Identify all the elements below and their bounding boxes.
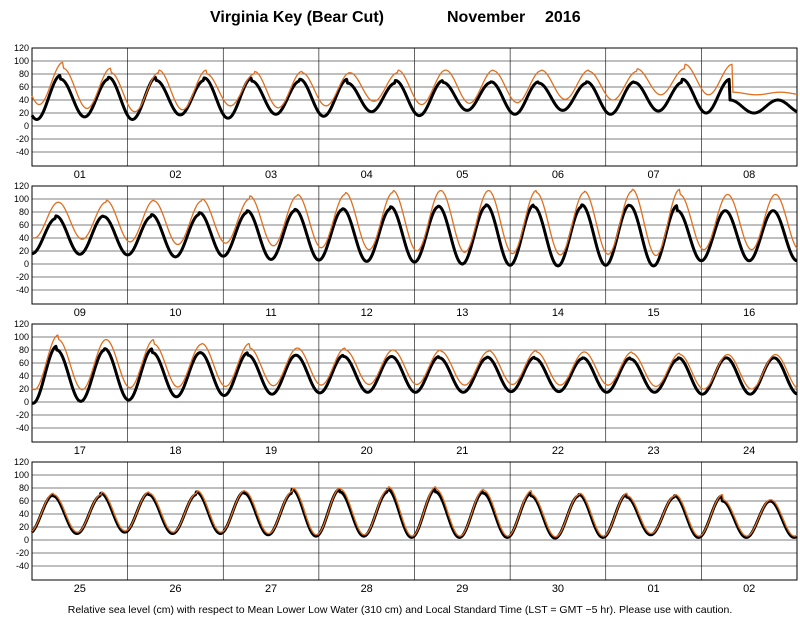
y-tick-label: 20 (19, 108, 29, 118)
day-label: 07 (647, 169, 659, 181)
day-label: 13 (456, 307, 468, 319)
chart-caption: Relative sea level (cm) with respect to … (68, 604, 733, 616)
y-tick-label: 40 (19, 95, 29, 105)
day-label: 11 (265, 307, 276, 319)
y-tick-label: -20 (16, 272, 29, 282)
day-label: 28 (361, 583, 373, 595)
day-label: 12 (361, 307, 373, 319)
y-tick-label: 20 (19, 522, 29, 532)
day-label: 03 (265, 169, 277, 181)
y-tick-label: 120 (14, 43, 29, 53)
day-label: 21 (456, 445, 468, 457)
observed-line-panel-3 (31, 334, 798, 391)
day-label: 14 (552, 307, 564, 319)
y-tick-label: 0 (24, 535, 29, 545)
day-label: 27 (265, 583, 277, 595)
day-label: 02 (743, 583, 755, 595)
y-tick-label: 80 (19, 69, 29, 79)
year-title: 2016 (545, 9, 581, 26)
day-label: 30 (552, 583, 564, 595)
day-label: 29 (456, 583, 468, 595)
day-label: 24 (743, 445, 755, 457)
y-tick-label: -40 (16, 561, 29, 571)
y-tick-label: 40 (19, 371, 29, 381)
day-label: 04 (361, 169, 373, 181)
y-tick-label: 80 (19, 483, 29, 493)
day-label: 05 (456, 169, 468, 181)
y-tick-label: 120 (14, 457, 29, 467)
predicted-line-panel-3 (31, 344, 798, 405)
y-tick-label: 20 (19, 246, 29, 256)
y-tick-label: 40 (19, 233, 29, 243)
y-tick-label: 60 (19, 220, 29, 230)
panel-frame (31, 185, 798, 305)
day-label: 17 (74, 445, 86, 457)
observed-line-panel-1 (31, 61, 798, 113)
day-label: 18 (169, 445, 181, 457)
panel-1: 120 100 80 60 40 20 0 -20 -40 01 02 03 04 05 06 07 08 (14, 43, 798, 181)
day-label: 09 (74, 307, 86, 319)
month-title: November (447, 9, 525, 26)
y-tick-label: 60 (19, 358, 29, 368)
y-tick-label: -20 (16, 410, 29, 420)
y-tick-label: 80 (19, 207, 29, 217)
day-label: 08 (743, 169, 755, 181)
day-label: 22 (552, 445, 564, 457)
day-label: 16 (743, 307, 755, 319)
day-label: 06 (552, 169, 564, 181)
y-tick-label: 0 (24, 259, 29, 269)
day-label: 15 (647, 307, 659, 319)
predicted-line-panel-1 (30, 73, 798, 121)
station-title: Virginia Key (Bear Cut) (210, 9, 384, 26)
predicted-line-panel-2 (31, 203, 798, 268)
observed-line-panel-4 (31, 486, 798, 538)
panel-4: 120 100 80 60 40 20 0 -20 -40 25 26 27 28 29 30 01 02 (14, 457, 798, 595)
y-tick-label: -20 (16, 134, 29, 144)
y-tick-label: 120 (14, 181, 29, 191)
panel-frame (31, 461, 798, 581)
panel-2: 120 100 80 60 40 20 0 -20 -40 09 10 11 12 13 14 15 16 (14, 181, 798, 319)
day-label: 23 (647, 445, 659, 457)
day-label: 25 (74, 583, 86, 595)
y-tick-label: -40 (16, 285, 29, 295)
day-label: 01 (74, 169, 86, 181)
day-label: 20 (361, 445, 373, 457)
panel-3: 120 100 80 60 40 20 0 -20 -40 17 18 19 20 21 22 23 24 (14, 319, 798, 457)
y-tick-label: 20 (19, 384, 29, 394)
panel-frame (31, 323, 798, 443)
day-label: 10 (169, 307, 181, 319)
y-tick-label: -40 (16, 147, 29, 157)
panel-frame (31, 47, 798, 167)
y-tick-label: 0 (24, 397, 29, 407)
y-tick-label: -40 (16, 423, 29, 433)
y-tick-label: 0 (24, 121, 29, 131)
y-tick-label: 60 (19, 82, 29, 92)
y-tick-label: 100 (14, 470, 29, 480)
day-label: 01 (647, 583, 659, 595)
day-label: 19 (265, 445, 277, 457)
observed-line-panel-2 (31, 188, 798, 257)
y-tick-label: 100 (14, 56, 29, 66)
y-tick-label: 60 (19, 496, 29, 506)
day-label: 26 (169, 583, 181, 595)
y-tick-label: 100 (14, 194, 29, 204)
y-tick-label: -20 (16, 548, 29, 558)
day-label: 02 (169, 169, 181, 181)
y-tick-label: 80 (19, 345, 29, 355)
y-tick-label: 120 (14, 319, 29, 329)
y-tick-label: 100 (14, 332, 29, 342)
y-tick-label: 40 (19, 509, 29, 519)
